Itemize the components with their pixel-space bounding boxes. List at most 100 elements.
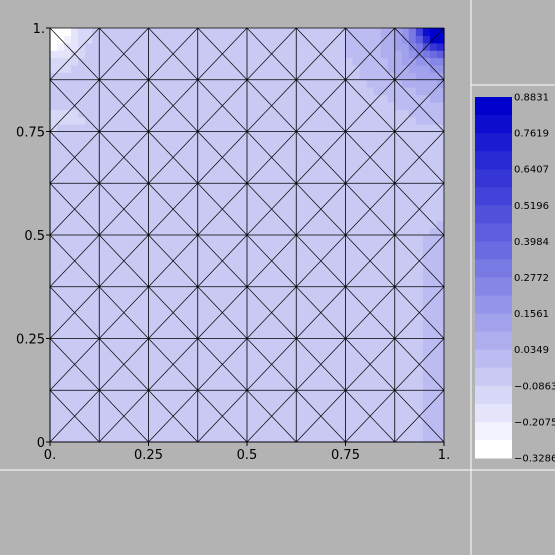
field-cell <box>380 235 389 243</box>
field-cell <box>92 190 100 199</box>
field-cell <box>113 190 121 199</box>
field-cell <box>113 294 121 303</box>
field-cell <box>92 427 100 436</box>
field-cell <box>239 190 248 199</box>
field-cell <box>317 235 325 243</box>
field-cell <box>254 28 262 36</box>
field-cell <box>380 368 389 377</box>
field-cell <box>331 72 340 81</box>
field-cell <box>183 294 192 303</box>
field-cell <box>64 242 72 251</box>
field-cell <box>254 116 262 125</box>
field-cell <box>324 286 333 295</box>
field-cell <box>176 434 185 443</box>
field-cell <box>127 101 136 110</box>
field-cell <box>218 109 227 118</box>
field-cell <box>303 42 311 51</box>
field-cell <box>134 131 143 140</box>
field-cell <box>331 316 340 325</box>
field-cell <box>352 94 361 103</box>
field-cell <box>338 64 347 73</box>
field-cell <box>85 235 93 243</box>
field-cell <box>148 190 157 199</box>
field-cell <box>239 153 248 162</box>
field-cell <box>254 390 262 399</box>
field-cell <box>345 198 354 207</box>
field-cell <box>225 323 234 332</box>
field-cell <box>394 434 403 443</box>
field-cell <box>239 360 248 369</box>
field-cell <box>310 205 318 214</box>
field-cell <box>50 271 58 280</box>
field-cell <box>268 345 276 354</box>
colorbar-band <box>475 223 512 242</box>
field-cell <box>239 57 248 66</box>
field-cell <box>155 286 164 295</box>
field-cell <box>141 131 150 140</box>
field-cell <box>225 279 234 288</box>
field-cell <box>366 146 375 155</box>
field-cell <box>275 220 283 229</box>
field-cell <box>120 382 128 391</box>
field-cell <box>324 205 333 214</box>
field-cell <box>232 316 241 325</box>
field-cell <box>268 168 276 177</box>
field-cell <box>415 390 424 399</box>
field-cell <box>387 397 396 406</box>
field-cell <box>71 87 79 96</box>
field-cell <box>211 331 220 340</box>
field-cell <box>317 94 325 103</box>
field-cell <box>148 35 157 44</box>
field-cell <box>162 79 171 88</box>
field-cell <box>113 28 121 36</box>
field-cell <box>310 183 318 192</box>
field-cell <box>134 146 143 155</box>
field-cell <box>289 264 297 273</box>
field-cell <box>366 301 375 310</box>
field-cell <box>247 257 255 266</box>
field-cell <box>331 382 340 391</box>
field-cell <box>436 101 445 110</box>
field-cell <box>247 294 255 303</box>
field-cell <box>92 183 100 192</box>
field-cell <box>254 301 262 310</box>
field-cell <box>162 271 171 280</box>
field-cell <box>57 205 65 214</box>
field-cell <box>345 360 354 369</box>
field-cell <box>289 375 297 384</box>
field-cell <box>239 308 248 317</box>
field-cell <box>162 190 171 199</box>
field-cell <box>317 249 325 258</box>
field-cell <box>113 116 121 125</box>
field-cell <box>268 382 276 391</box>
field-cell <box>197 345 206 354</box>
field-cell <box>289 146 297 155</box>
field-cell <box>331 308 340 317</box>
field-cell <box>282 138 290 147</box>
field-cell <box>169 42 178 51</box>
field-cell <box>50 242 58 251</box>
field-cell <box>197 308 206 317</box>
field-cell <box>394 175 403 184</box>
field-cell <box>331 94 340 103</box>
field-cell <box>247 279 255 288</box>
field-cell <box>106 279 114 288</box>
field-cell <box>254 42 262 51</box>
field-cell <box>261 308 269 317</box>
field-cell <box>289 271 297 280</box>
field-cell <box>232 249 241 258</box>
field-cell <box>162 168 171 177</box>
field-cell <box>71 242 79 251</box>
field-cell <box>394 308 403 317</box>
field-cell <box>247 168 255 177</box>
field-cell <box>155 390 164 399</box>
field-cell <box>268 286 276 295</box>
field-cell <box>380 286 389 295</box>
field-cell <box>99 345 107 354</box>
field-cell <box>155 368 164 377</box>
field-cell <box>380 131 389 140</box>
field-cell <box>303 212 311 221</box>
field-cell <box>415 64 424 73</box>
field-cell <box>394 72 403 81</box>
mesh-diagonal <box>49 234 100 287</box>
